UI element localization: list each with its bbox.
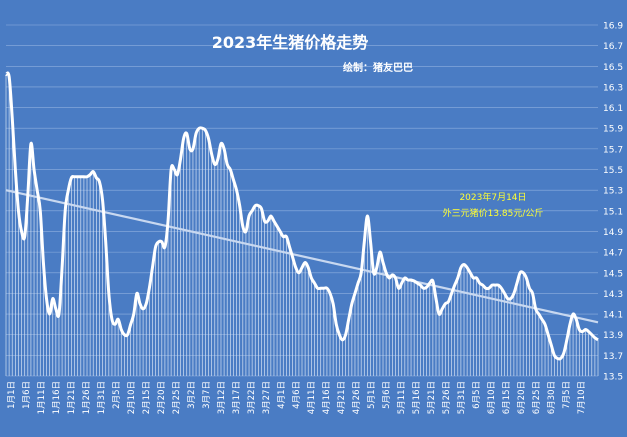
annotation-date: 2023年7月14日 xyxy=(459,191,526,203)
x-tick-label: 5月31日 xyxy=(457,381,467,414)
x-tick-label: 5月6日 xyxy=(382,381,392,409)
x-tick-label: 1月1日 xyxy=(7,381,17,409)
x-tick-label: 6月5日 xyxy=(472,381,482,409)
y-tick-label: 13.7 xyxy=(603,352,623,362)
price-line-layer xyxy=(4,71,599,361)
y-tick-label: 16.9 xyxy=(603,22,623,32)
annotation-price: 外三元猪价13.85元/公斤 xyxy=(443,207,544,219)
x-tick-label: 2月25日 xyxy=(172,381,182,414)
x-tick-label: 6月10日 xyxy=(487,381,497,414)
x-tick-label: 1月16日 xyxy=(52,381,62,414)
x-tick-label: 3月22日 xyxy=(247,381,257,414)
y-axis: 13.5 13.7 13.9 14.1 14.3 14.5 14.7 14.9 15.1 15.3… xyxy=(603,22,623,383)
x-tick-label: 4月6日 xyxy=(292,381,302,409)
x-tick-label: 4月21日 xyxy=(337,381,347,414)
x-tick-label: 5月1日 xyxy=(367,381,377,409)
y-tick-label: 14.3 xyxy=(603,290,623,300)
x-tick-label: 3月7日 xyxy=(202,381,212,409)
x-tick-label: 6月20日 xyxy=(517,381,527,414)
x-tick-label: 1月26日 xyxy=(82,381,92,414)
x-tick-label: 4月26日 xyxy=(352,381,362,414)
y-tick-label: 16.1 xyxy=(603,104,623,114)
x-axis: 1月1日 1月6日 1月11日 1月16日 1月21日 1月26日 1月31日 2月5日 2月1… xyxy=(7,381,587,414)
chart-title: 2023年生猪价格走势 xyxy=(212,33,369,52)
y-tick-label: 15.1 xyxy=(603,207,623,217)
x-tick-label: 6月30日 xyxy=(547,381,557,414)
y-tick-label: 14.9 xyxy=(603,228,623,238)
x-tick-label: 1月31日 xyxy=(97,381,107,414)
x-tick-label: 4月16日 xyxy=(322,381,332,414)
x-tick-label: 2月5日 xyxy=(112,381,122,409)
x-tick-label: 6月15日 xyxy=(502,381,512,414)
x-tick-label: 4月1日 xyxy=(277,381,287,409)
x-tick-label: 3月27日 xyxy=(262,381,272,414)
y-tick-label: 16.5 xyxy=(603,63,623,73)
x-tick-label: 5月11日 xyxy=(397,381,407,414)
y-tick-label: 15.9 xyxy=(603,125,623,135)
x-tick-label: 4月11日 xyxy=(307,381,317,414)
x-tick-label: 7月5日 xyxy=(562,381,572,409)
price-line xyxy=(4,71,599,361)
y-tick-label: 15.5 xyxy=(603,166,623,176)
y-tick-label: 16.3 xyxy=(603,83,623,93)
x-tick-label: 2月15日 xyxy=(142,381,152,414)
x-tick-label: 7月10日 xyxy=(577,381,587,414)
y-tick-label: 15.3 xyxy=(603,187,623,197)
y-tick-label: 14.1 xyxy=(603,311,623,321)
x-tick-label: 3月12日 xyxy=(217,381,227,414)
x-tick-label: 3月2日 xyxy=(187,381,197,409)
x-tick-label: 5月16日 xyxy=(412,381,422,414)
x-tick-label: 1月21日 xyxy=(67,381,77,414)
y-tick-label: 15.7 xyxy=(603,145,623,155)
x-tick-label: 1月6日 xyxy=(22,381,32,409)
x-tick-label: 1月11日 xyxy=(37,381,47,414)
x-tick-label: 2月20日 xyxy=(157,381,167,414)
y-tick-label: 13.9 xyxy=(603,331,623,341)
area-hatch xyxy=(5,74,599,376)
x-tick-label: 5月26日 xyxy=(442,381,452,414)
y-tick-label: 14.5 xyxy=(603,269,623,279)
y-tick-label: 14.7 xyxy=(603,249,623,259)
x-tick-label: 5月21日 xyxy=(427,381,437,414)
chart-subtitle: 绘制：猪友巴巴 xyxy=(343,61,413,74)
x-tick-label: 2月10日 xyxy=(127,381,137,414)
y-tick-label: 13.5 xyxy=(603,373,623,383)
x-tick-label: 3月17日 xyxy=(232,381,242,414)
grid xyxy=(6,24,598,377)
x-tick-label: 6月25日 xyxy=(532,381,542,414)
y-tick-label: 16.7 xyxy=(603,42,623,52)
